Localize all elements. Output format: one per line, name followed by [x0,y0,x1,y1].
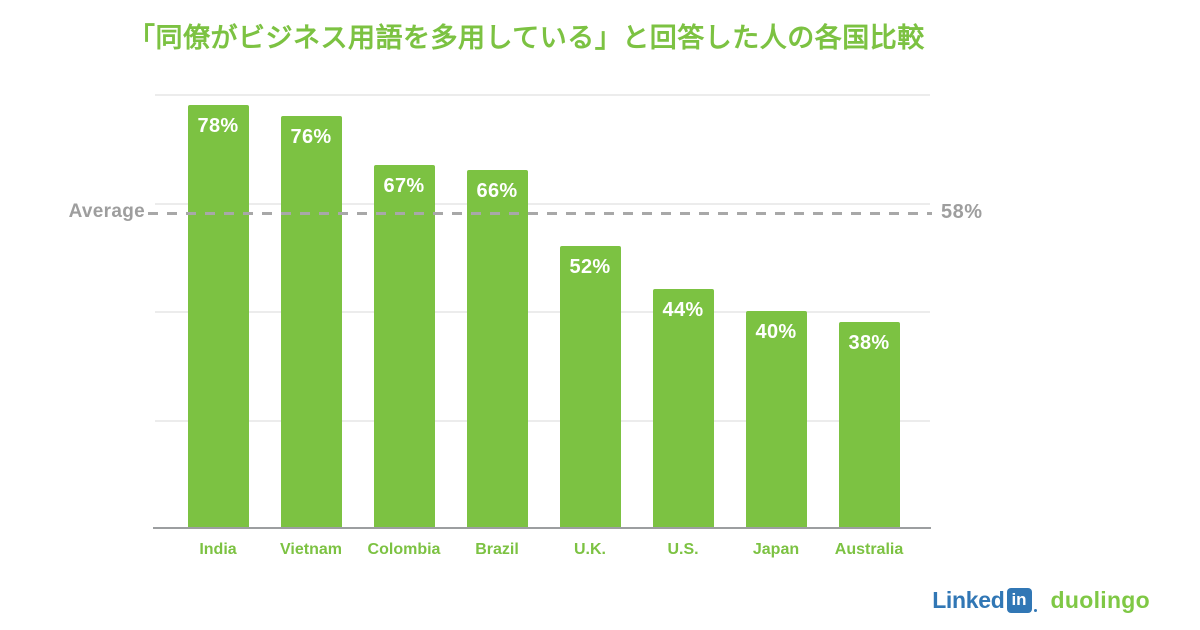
bar-india: 78% [187,104,249,528]
chart-title: 「同僚がビジネス用語を多用している」と回答した人の各国比較 [128,23,925,53]
linkedin-in-icon: in [1006,587,1032,613]
bar-value-label: 52% [569,255,611,278]
bar-brazil: 66% [466,169,528,528]
bar-us: 44% [652,289,714,528]
category-label: U.S. [667,541,699,558]
category-label: India [199,541,237,558]
gridline-60 [155,202,930,205]
linkedin-logo: Linked in [932,586,1037,614]
gridline-40 [155,311,930,313]
bar-value-label: 38% [848,331,890,354]
gridline-80 [155,94,930,96]
average-label: Average [68,201,145,223]
category-label: Japan [752,541,800,558]
bar-colombia: 67% [373,164,435,528]
x-axis-line [153,527,931,529]
bar-vietnam: 76% [280,115,342,528]
category-label: Vietnam [280,541,342,558]
category-label: U.K. [574,541,606,558]
bar-australia: 38% [838,321,900,528]
bar-value-label: 67% [383,174,425,197]
bar-value-label: 66% [476,179,518,202]
category-label: Brazil [475,541,519,558]
bar-value-label: 40% [755,321,797,343]
bar-uk: 52% [559,245,621,528]
bar-japan: 40% [745,311,807,528]
average-value: 58% [941,201,983,224]
bar-value-label: 76% [290,125,332,148]
average-dashed-line [148,211,932,215]
gridline-20 [155,419,930,422]
duolingo-logo: duolingo [1050,586,1150,613]
bar-value-label: 44% [662,299,704,322]
category-label: Colombia [367,541,441,558]
bar-value-label: 78% [197,114,239,137]
linkedin-trademark-dot [1033,608,1037,612]
category-label: Australia [834,541,904,558]
linkedin-wordmark: Linked [932,586,1005,613]
brand-logos: Linked in duolingo [932,585,1150,615]
